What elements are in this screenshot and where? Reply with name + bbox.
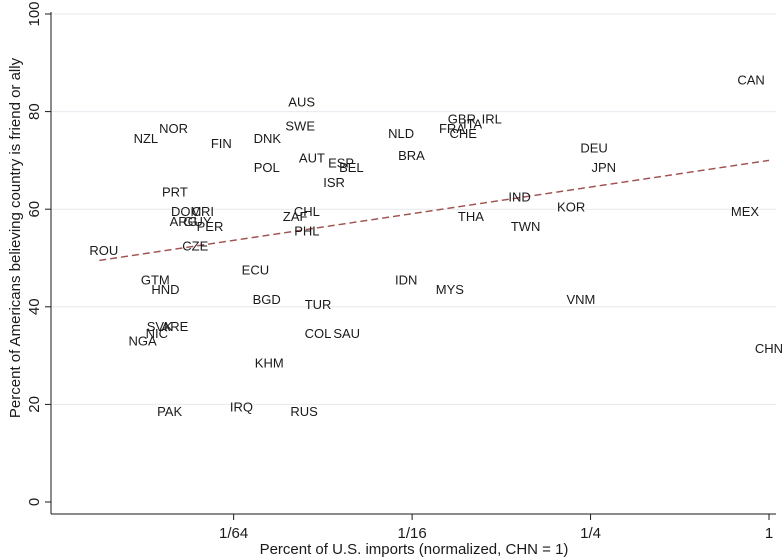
point-label-jpn: JPN [591, 160, 616, 175]
point-label-bgd: BGD [253, 292, 281, 307]
point-label-swe: SWE [285, 119, 315, 134]
point-label-nld: NLD [388, 126, 414, 141]
y-tick-label-0: 0 [26, 498, 43, 506]
point-label-nzl: NZL [134, 131, 159, 146]
point-label-bel: BEL [339, 160, 364, 175]
point-label-sau: SAU [333, 326, 360, 341]
point-label-chn: CHN [755, 341, 783, 356]
point-label-per: PER [197, 219, 224, 234]
point-label-ita: ITA [463, 116, 483, 131]
point-label-are: ARE [162, 319, 189, 334]
point-label-zaf: ZAF [283, 209, 308, 224]
tick-labels: 0 20 40 60 80 100 1/64 1/16 1/4 1 [26, 1, 773, 542]
point-label-esp: ESP [328, 155, 354, 170]
point-label-dom: DOM [171, 204, 201, 219]
point-label-nic: NIC [146, 326, 168, 341]
point-label-fra: FRA [439, 121, 465, 136]
point-label-gbr: GBR [448, 111, 476, 126]
y-tick-label-40: 40 [26, 298, 43, 315]
point-label-tha: THA [458, 209, 484, 224]
point-label-col: COL [305, 326, 332, 341]
point-label-guy: GUY [183, 214, 212, 229]
point-label-pol: POL [254, 160, 280, 175]
grid-lines [51, 13, 776, 405]
point-label-deu: DEU [580, 141, 607, 156]
y-tick-label-80: 80 [26, 103, 43, 120]
point-label-nga: NGA [128, 333, 157, 348]
point-label-rou: ROU [89, 243, 118, 258]
point-label-twn: TWN [511, 219, 541, 234]
point-label-ind: IND [508, 190, 530, 205]
x-tick-label-1-64: 1/64 [219, 525, 248, 542]
point-label-rus: RUS [290, 404, 318, 419]
x-tick-label-1: 1 [765, 525, 773, 542]
point-label-ecu: ECU [242, 263, 269, 278]
point-label-can: CAN [737, 72, 764, 87]
point-label-hnd: HND [151, 282, 179, 297]
y-tick-label-60: 60 [26, 201, 43, 218]
x-axis-title: Percent of U.S. imports (normalized, CHN… [260, 541, 569, 558]
y-axis-title: Percent of Americans believing country i… [7, 57, 24, 418]
y-tick-label-100: 100 [26, 1, 43, 26]
point-label-pak: PAK [157, 404, 182, 419]
x-tick-label-1-16: 1/16 [398, 525, 427, 542]
point-label-mys: MYS [436, 282, 465, 297]
point-label-prt: PRT [162, 185, 188, 200]
point-label-cze: CZE [182, 238, 208, 253]
fit-line-group [99, 159, 770, 262]
point-label-isr: ISR [323, 175, 345, 190]
point-label-phl: PHL [294, 224, 319, 239]
point-label-irl: IRL [482, 111, 502, 126]
point-label-nor: NOR [159, 121, 188, 136]
point-label-chl: CHL [294, 204, 320, 219]
point-label-che: CHE [450, 126, 478, 141]
point-label-irq: IRQ [230, 399, 253, 414]
point-label-aus: AUS [288, 94, 315, 109]
point-label-fin: FIN [211, 136, 232, 151]
point-label-svk: SVK [147, 319, 173, 334]
y-tick-label-20: 20 [26, 396, 43, 413]
x-tick-label-1-4: 1/4 [580, 525, 601, 542]
point-label-cri: CRI [192, 204, 214, 219]
point-label-dnk: DNK [254, 131, 282, 146]
point-label-arg: ARG [170, 214, 198, 229]
point-label-tur: TUR [305, 297, 332, 312]
axes [45, 12, 776, 520]
point-label-bra: BRA [398, 148, 425, 163]
fit-line [99, 159, 770, 262]
point-label-mex: MEX [731, 204, 760, 219]
point-label-vnm: VNM [566, 292, 595, 307]
point-label-khm: KHM [255, 355, 284, 370]
point-label-aut: AUT [299, 150, 325, 165]
point-label-kor: KOR [557, 199, 585, 214]
point-label-idn: IDN [395, 272, 417, 287]
point-label-gtm: GTM [141, 272, 170, 287]
